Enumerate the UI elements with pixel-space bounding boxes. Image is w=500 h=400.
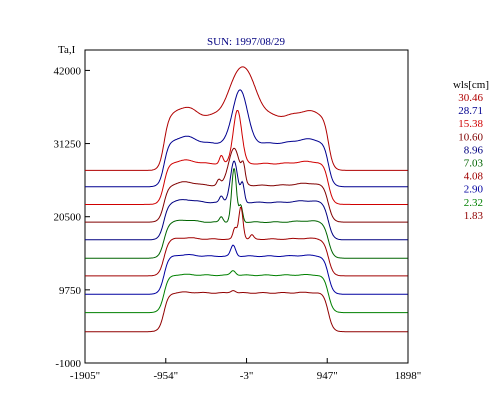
series-line-4-08 (85, 206, 408, 277)
legend-entry: 10.60 (458, 131, 483, 143)
y-tick-label: 31250 (54, 139, 82, 151)
legend-entry: 2.90 (464, 184, 484, 196)
series-line-15-38 (85, 110, 408, 205)
series-line-8-96 (85, 160, 408, 241)
legend-entry: 4.08 (464, 171, 484, 183)
series-group (85, 66, 408, 333)
y-tick-label: 42000 (54, 65, 82, 77)
x-tick-label: 947" (317, 370, 338, 382)
legend-entry: 28.71 (458, 105, 483, 117)
series-line-2-32 (85, 270, 408, 314)
x-tick-label: 1898" (395, 370, 422, 382)
chart-title: SUN: 1997/08/29 (207, 36, 285, 48)
legend-entry: 8.96 (464, 144, 484, 156)
legend-entry: 2.32 (464, 197, 483, 209)
x-tick-label: -3" (240, 370, 254, 382)
plot-frame (84, 49, 409, 364)
legend-entry: 15.38 (458, 118, 483, 130)
x-tick-label: -1905" (70, 370, 100, 382)
legend-entry: 7.03 (464, 158, 484, 170)
y-tick-label: 9750 (59, 285, 82, 297)
series-line-30-46 (85, 66, 408, 171)
y-tick-label: -1000 (55, 358, 81, 370)
axis-group: -1905" -954" -3" 947" 1898" 42000 31250 20500 97… (54, 65, 422, 382)
legend-entry: 30.46 (458, 92, 483, 104)
legend-title: wls[cm] (453, 79, 489, 91)
series-line-1-83 (85, 290, 408, 333)
y-tick-label: 20500 (54, 212, 82, 224)
series-line-28-71 (85, 89, 408, 188)
x-tick-label: -954" (153, 370, 178, 382)
legend-entry: 1.83 (464, 210, 484, 222)
series-line-10-60 (85, 147, 408, 223)
series-line-7-03 (85, 168, 408, 259)
series-line-2-90 (85, 244, 408, 295)
y-axis-label: Ta,I (58, 44, 76, 56)
